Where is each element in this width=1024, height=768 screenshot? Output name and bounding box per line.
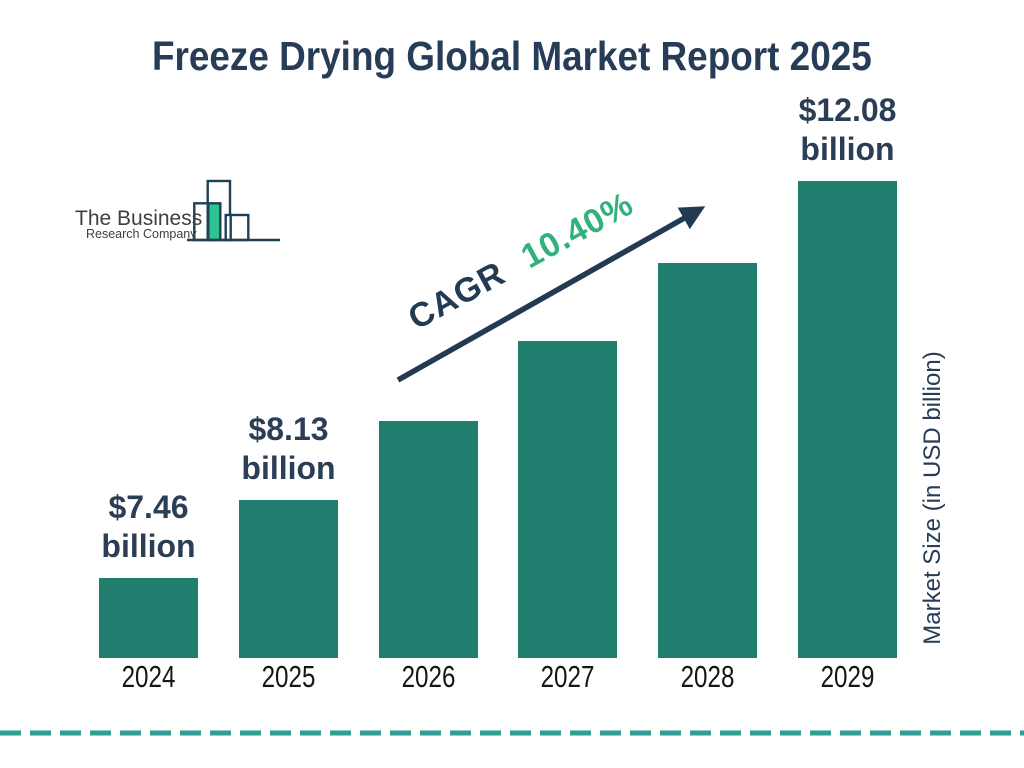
x-axis-label-2029: 2029: [820, 659, 875, 694]
bar-2026: [379, 421, 478, 658]
x-axis-label-2028: 2028: [680, 659, 735, 694]
bar-column-2026: [379, 421, 478, 658]
cagr-value: 10.40%: [514, 184, 640, 277]
bar-column-2024: $7.46 billion: [99, 488, 198, 658]
cagr-annotation: CAGR 10.40%: [402, 185, 640, 339]
x-axis-label-2026: 2026: [401, 659, 456, 694]
value-label-2024: $7.46 billion: [101, 489, 196, 564]
x-axis-label-2027: 2027: [540, 659, 595, 694]
bar-2028: [658, 263, 757, 658]
y-axis-title: Market Size (in USD billion): [919, 351, 946, 645]
bar-column-2028: [658, 263, 757, 658]
logo-text-line1: The Business: [75, 207, 202, 230]
page-title-text: Freeze Drying Global Market Report 2025: [152, 33, 872, 79]
bar-column-2027: [518, 341, 617, 658]
bar-column-2025: $8.13 billion: [239, 410, 338, 658]
logo-bar-glyph: [187, 179, 280, 242]
logo-text-line2: Research Company: [86, 227, 197, 241]
cagr-label: CAGR: [402, 254, 512, 338]
value-label-2029: $12.08 billion: [798, 92, 897, 167]
page-title: Freeze Drying Global Market Report 2025: [0, 33, 1024, 80]
bar-column-2029: $12.08 billion: [798, 91, 897, 658]
bar-2024: [99, 578, 198, 658]
company-logo: The Business Research Company: [75, 179, 280, 242]
bar-2027: [518, 341, 617, 658]
value-label-2025: $8.13 billion: [241, 411, 336, 486]
bar-2029: [798, 181, 897, 658]
x-axis-label-2025: 2025: [261, 659, 316, 694]
x-axis-label-2024: 2024: [121, 659, 176, 694]
bar-2025: [239, 500, 338, 658]
